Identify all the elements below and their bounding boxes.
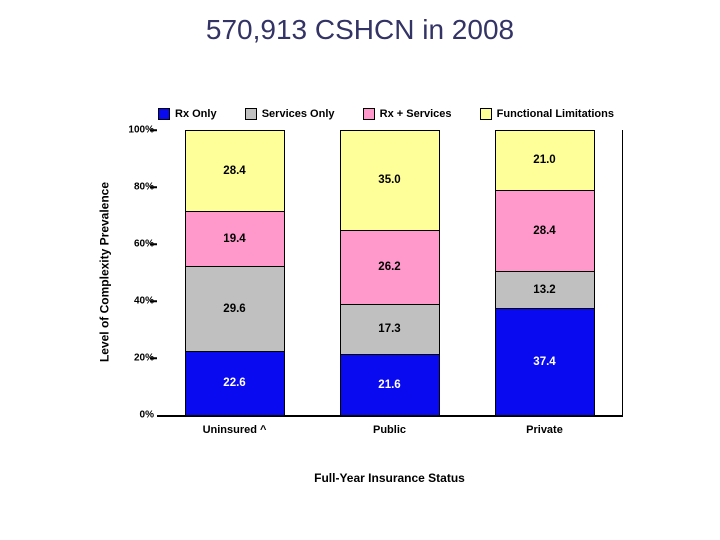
bar-segment: 13.2: [495, 270, 594, 309]
bar-slot: 21.6 17.3 26.2 35.0: [312, 130, 467, 415]
legend-swatch-icon: [479, 108, 492, 120]
bar-segment: 17.3: [340, 304, 439, 354]
y-tick-mark: [150, 186, 157, 188]
y-tick-label: 100%: [128, 124, 154, 136]
y-tick-label: 0%: [139, 409, 154, 421]
bar-segment: 28.4: [185, 130, 284, 211]
legend-label: Rx + Services: [379, 108, 452, 120]
plot-area: 22.6 29.6 19.4 28.4 21.6 17.3 26.2 35.0 37.4 13.2…: [157, 130, 623, 417]
stacked-bar-1: 22.6 29.6 19.4 28.4: [184, 130, 285, 415]
y-axis-tick-labels: 100% 80% 60% 40% 20% 0%: [118, 125, 154, 421]
bar-segment: 29.6: [185, 266, 284, 351]
legend-item-4: Functional Limitations: [479, 108, 614, 120]
y-axis-title: Level of Complexity Prevalence: [97, 181, 112, 363]
legend-item-1: Rx Only: [158, 108, 217, 120]
legend-item-2: Services Only: [244, 108, 335, 120]
y-tick-mark: [150, 129, 157, 131]
y-tick-label: 60%: [133, 238, 154, 250]
legend-swatch-icon: [244, 108, 257, 120]
x-category-label: Public: [372, 424, 406, 436]
bar-segment: 21.0: [495, 130, 594, 190]
bar-segment: 21.6: [340, 353, 439, 415]
legend-swatch-icon: [158, 108, 170, 120]
y-tick-label: 40%: [133, 295, 154, 307]
chart-title: 570,913 CSHCN in 2008: [205, 14, 515, 45]
y-axis-tick-marks: [150, 129, 157, 415]
bars-container: 22.6 29.6 19.4 28.4 21.6 17.3 26.2 35.0 37.4 13.2…: [157, 130, 622, 415]
stacked-bar-3: 37.4 13.2 28.4 21.0: [494, 130, 595, 415]
bar-slot: 22.6 29.6 19.4 28.4: [157, 130, 312, 415]
x-axis-title: Full-Year Insurance Status: [314, 471, 465, 485]
legend-swatch-icon: [362, 108, 375, 120]
bar-segment: 28.4: [495, 189, 594, 271]
bar-slot: 37.4 13.2 28.4 21.0: [467, 130, 622, 415]
legend-label: Rx Only: [175, 108, 217, 120]
bar-segment: 26.2: [340, 229, 439, 305]
y-tick-label: 20%: [133, 352, 154, 364]
chart-legend: Rx Only Services Only Rx + Services Functio…: [158, 106, 614, 122]
y-tick-label: 80%: [133, 181, 154, 193]
bar-segment: 19.4: [185, 210, 284, 267]
x-category-label: Uninsured ^: [202, 424, 267, 436]
legend-label: Services Only: [261, 108, 335, 120]
bar-segment: 22.6: [185, 350, 284, 415]
x-axis-category-labels: Uninsured ^ Public Private: [157, 424, 622, 436]
y-tick-mark: [150, 300, 157, 302]
legend-item-3: Rx + Services: [362, 108, 452, 120]
y-tick-mark: [150, 243, 157, 245]
x-category-label: Private: [526, 424, 563, 436]
bar-segment: 37.4: [495, 308, 594, 415]
y-tick-mark: [150, 357, 157, 359]
bar-segment: 35.0: [340, 130, 439, 230]
stacked-bar-2: 21.6 17.3 26.2 35.0: [339, 130, 440, 415]
legend-label: Functional Limitations: [496, 108, 614, 120]
